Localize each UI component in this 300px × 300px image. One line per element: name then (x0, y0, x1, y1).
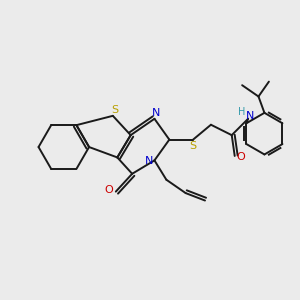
Text: S: S (190, 140, 197, 151)
Text: O: O (104, 185, 113, 195)
Text: S: S (111, 106, 118, 116)
Text: H: H (238, 107, 245, 117)
Text: N: N (145, 156, 153, 166)
Text: N: N (152, 108, 160, 118)
Text: O: O (237, 152, 246, 162)
Text: N: N (246, 111, 255, 121)
